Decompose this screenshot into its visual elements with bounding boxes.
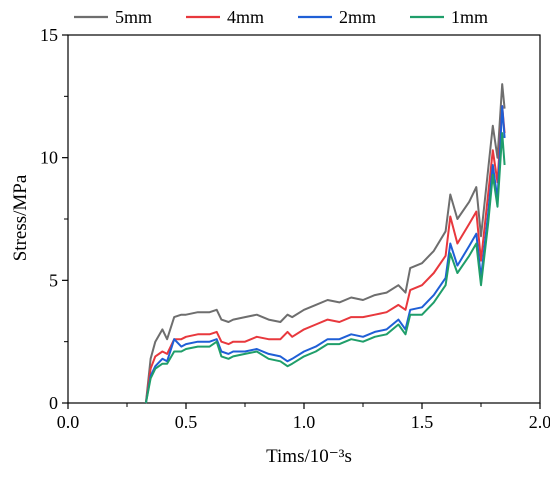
x-tick-label: 2.0 xyxy=(529,412,550,432)
x-axis-title: Tims/10⁻³s xyxy=(266,446,352,467)
series-line-4mm xyxy=(144,105,506,404)
ticks-layer: 0.0 0.5 1.0 1.5 2.0 0 5 10 15 xyxy=(40,25,550,432)
y-tick-label: 0 xyxy=(49,393,58,413)
legend-label-1mm: 1mm xyxy=(451,7,488,27)
series-line-2mm xyxy=(144,105,506,404)
legend: 5mm 4mm 2mm 1mm xyxy=(74,7,488,27)
y-tick-label: 15 xyxy=(40,25,58,45)
x-tick-label: 1.0 xyxy=(293,412,316,432)
x-tick-label: 1.5 xyxy=(411,412,434,432)
x-tick-label: 0.0 xyxy=(57,412,80,432)
series-line-5mm xyxy=(144,83,506,404)
legend-label-5mm: 5mm xyxy=(115,7,152,27)
plot-border xyxy=(67,34,541,404)
series-line-1mm xyxy=(144,132,506,404)
y-tick-label: 5 xyxy=(49,270,58,290)
legend-label-4mm: 4mm xyxy=(227,7,264,27)
y-tick-label: 10 xyxy=(40,148,58,168)
plot-frame xyxy=(67,34,541,404)
series-layer xyxy=(144,83,506,404)
y-axis-title: Stress/MPa xyxy=(10,174,31,261)
legend-label-2mm: 2mm xyxy=(339,7,376,27)
x-tick-label: 0.5 xyxy=(175,412,198,432)
